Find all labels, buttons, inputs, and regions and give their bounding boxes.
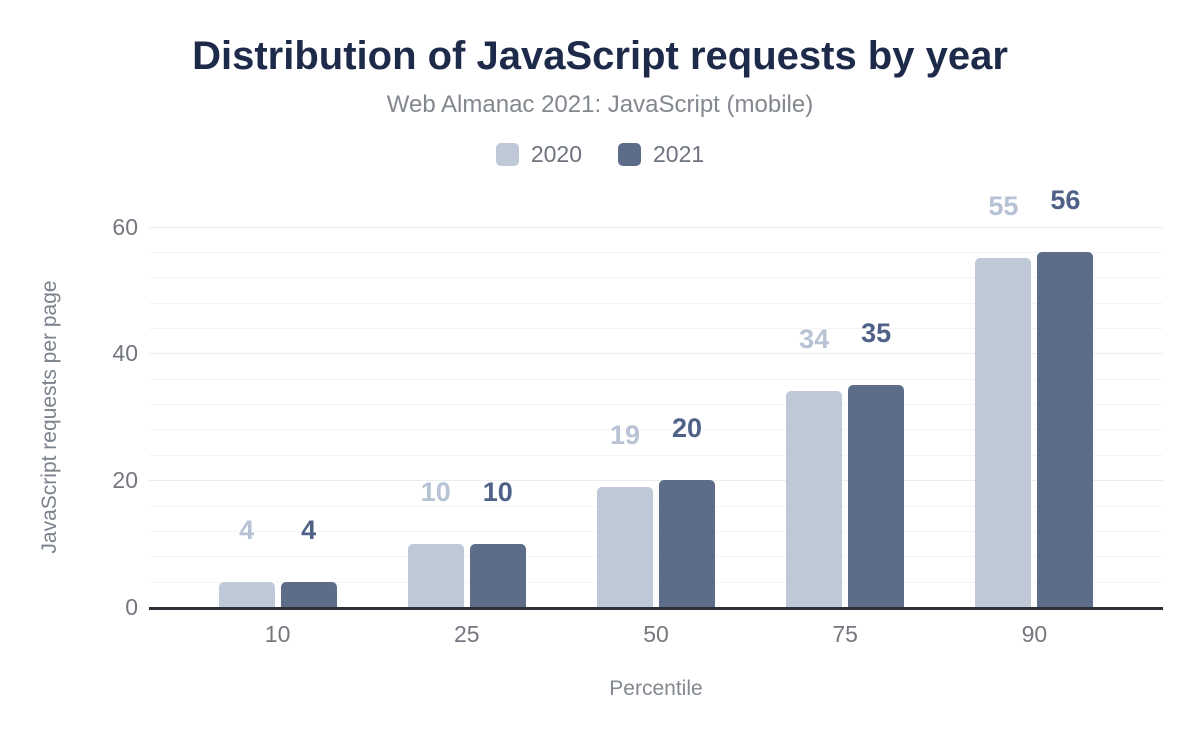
bar-value-label-2020-p50: 19 [609, 420, 641, 450]
gridline-major [149, 226, 1163, 228]
x-axis-line [149, 607, 1163, 610]
gridline-minor [149, 251, 1163, 253]
bar-value-label-2020-p25: 10 [420, 477, 451, 507]
legend: 2020 2021 [0, 141, 1200, 168]
x-tick-label-75: 75 [832, 621, 858, 647]
gridline-minor [149, 404, 1163, 406]
bar-2020-p25[interactable] [407, 544, 464, 607]
bar-2021-p10[interactable] [280, 582, 337, 607]
legend-label-2020: 2020 [530, 141, 582, 167]
gridline-minor [149, 378, 1163, 380]
legend-item-2020[interactable]: 2020 [495, 141, 582, 168]
gridline-minor [149, 302, 1163, 304]
gridline-minor [149, 328, 1163, 330]
y-tick-label-0: 0 [125, 594, 138, 620]
x-tick-label-25: 25 [454, 621, 480, 647]
bar-2020-p10[interactable] [218, 582, 275, 607]
y-tick-label-40: 40 [112, 340, 138, 367]
chart-subtitle: Web Almanac 2021: JavaScript (mobile) [386, 91, 814, 118]
bar-value-label-2021-p10: 4 [301, 515, 317, 545]
x-tick-label-10: 10 [264, 621, 291, 647]
gridline-minor [149, 505, 1163, 507]
bar-2021-p75[interactable] [848, 385, 905, 607]
bar-value-label-2020-p75: 34 [799, 324, 830, 354]
gridline-minor [149, 530, 1163, 532]
bar-value-label-2021-p90: 56 [1050, 185, 1081, 215]
legend-swatch-2021 [618, 143, 641, 166]
legend-item-2021[interactable]: 2021 [618, 141, 704, 168]
y-tick-label-60: 60 [112, 213, 138, 240]
legend-label-2021: 2021 [653, 141, 705, 167]
bar-value-label-2020-p10: 4 [239, 515, 255, 545]
chart-title: Distribution of JavaScript requests by y… [192, 34, 1008, 78]
bar-2020-p75[interactable] [786, 391, 843, 607]
bar-value-label-2021-p75: 35 [861, 318, 892, 348]
bar-value-label-2021-p25: 10 [482, 477, 513, 507]
x-axis-title: Percentile [609, 677, 703, 700]
gridline-major [149, 480, 1163, 482]
gridline-minor [149, 454, 1163, 456]
x-tick-label-50: 50 [643, 621, 669, 647]
y-axis-title: JavaScript requests per page [38, 280, 61, 554]
bar-2020-p90[interactable] [975, 258, 1032, 607]
bar-value-label-2020-p90: 55 [988, 191, 1019, 221]
y-tick-label-20: 20 [112, 467, 138, 494]
gridline-minor [149, 429, 1163, 431]
x-tick-label-90: 90 [1021, 621, 1048, 647]
bar-2020-p50[interactable] [597, 487, 653, 607]
gridline-minor [149, 581, 1163, 583]
gridline-major [149, 353, 1163, 355]
bar-value-label-2021-p50: 20 [671, 413, 703, 443]
gridline-minor [149, 277, 1163, 279]
bar-2021-p90[interactable] [1037, 252, 1094, 607]
legend-swatch-2020 [495, 143, 519, 166]
gridline-minor [149, 556, 1163, 558]
bar-2021-p50[interactable] [659, 480, 715, 607]
bar-2021-p25[interactable] [469, 544, 526, 607]
